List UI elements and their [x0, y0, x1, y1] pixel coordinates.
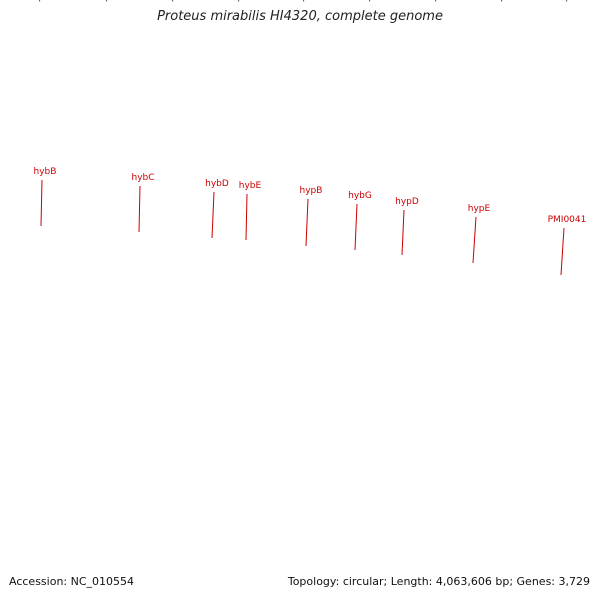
gene-label-hybb: hybB — [34, 167, 57, 177]
gene-leader-line — [560, 227, 565, 276]
gene-leader-line — [401, 209, 405, 256]
kbp-label: 64 kbp — [543, 0, 571, 2]
kbp-label: 58 kbp — [149, 0, 177, 2]
gene-label-hybg: hybG — [348, 191, 372, 201]
gene-leader-line — [138, 185, 141, 233]
gene-label-hypb: hypB — [300, 186, 323, 196]
kbp-label: 60 kbp — [280, 0, 308, 2]
kbp-label: 56 kbp — [16, 0, 44, 2]
gene-label-hypd: hypD — [395, 197, 419, 207]
kbp-label: 61 kbp — [346, 0, 374, 2]
gene-leader-line — [245, 193, 248, 241]
gene-label-hybe: hybE — [239, 181, 262, 191]
gene-leader-line — [40, 179, 43, 227]
gene-label-hype: hypE — [468, 204, 491, 214]
gene-label-hybd: hybD — [205, 179, 229, 189]
gene-leader-line — [305, 198, 309, 247]
map-title: Proteus mirabilis HI4320, complete genom… — [157, 9, 443, 24]
tick-layer: 56 kbp 57 kbp 58 kbp 59 kbp 60 kbp 61 kbp 62 k… — [16, 0, 571, 2]
gene-label-pmi0041: PMI0041 — [548, 215, 587, 225]
gene-label-hybc: hybC — [131, 173, 154, 183]
gene-leader-line — [472, 216, 477, 264]
gene-leader-line — [354, 203, 358, 251]
gene-leader-line — [211, 191, 215, 239]
accession-text: Accession: NC_010554 — [9, 575, 135, 588]
gene-label-layer: hybB hybC hybD hybE hypB hybG hypD hypE PMI0041 — [34, 167, 587, 276]
kbp-label: 59 kbp — [215, 0, 243, 2]
kbp-label: 57 kbp — [83, 0, 111, 2]
genome-summary-text: Topology: circular; Length: 4,063,606 bp… — [287, 575, 590, 588]
kbp-label: 63 kbp — [478, 0, 506, 2]
kbp-label: 62 kbp — [412, 0, 440, 2]
